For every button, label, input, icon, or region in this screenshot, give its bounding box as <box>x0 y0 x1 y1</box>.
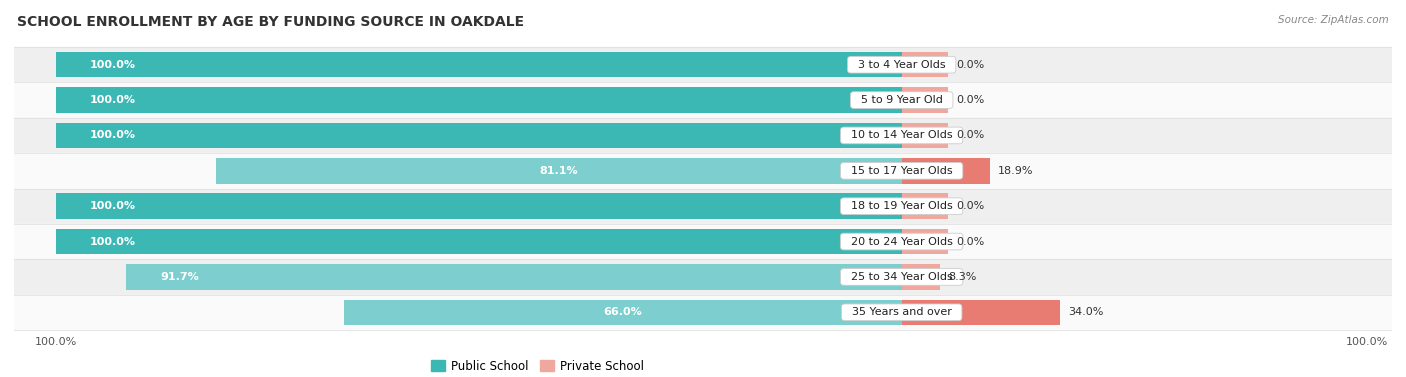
Text: 35 Years and over: 35 Years and over <box>845 307 959 317</box>
Text: 15 to 17 Year Olds: 15 to 17 Year Olds <box>844 166 959 176</box>
Text: 0.0%: 0.0% <box>956 236 984 247</box>
Bar <box>901 158 990 184</box>
Bar <box>14 118 1392 153</box>
Bar <box>56 123 901 148</box>
Text: 0.0%: 0.0% <box>956 130 984 141</box>
Text: 20 to 24 Year Olds: 20 to 24 Year Olds <box>844 236 959 247</box>
Text: 10 to 14 Year Olds: 10 to 14 Year Olds <box>844 130 959 141</box>
Bar <box>901 52 948 77</box>
Text: 0.0%: 0.0% <box>956 201 984 211</box>
Text: 100.0%: 100.0% <box>90 95 136 105</box>
Bar <box>14 83 1392 118</box>
Bar <box>901 229 948 254</box>
Text: SCHOOL ENROLLMENT BY AGE BY FUNDING SOURCE IN OAKDALE: SCHOOL ENROLLMENT BY AGE BY FUNDING SOUR… <box>17 15 524 29</box>
Text: 100.0%: 100.0% <box>90 60 136 70</box>
Bar <box>56 52 901 77</box>
Text: 3 to 4 Year Olds: 3 to 4 Year Olds <box>851 60 952 70</box>
Bar <box>14 188 1392 224</box>
Text: 81.1%: 81.1% <box>540 166 578 176</box>
Text: 100.0%: 100.0% <box>90 236 136 247</box>
Text: 0.0%: 0.0% <box>956 60 984 70</box>
Text: Source: ZipAtlas.com: Source: ZipAtlas.com <box>1278 15 1389 25</box>
Bar <box>56 87 901 113</box>
Text: 34.0%: 34.0% <box>1069 307 1104 317</box>
Text: 5 to 9 Year Old: 5 to 9 Year Old <box>853 95 949 105</box>
Bar <box>14 294 1392 330</box>
Text: 18 to 19 Year Olds: 18 to 19 Year Olds <box>844 201 959 211</box>
Legend: Public School, Private School: Public School, Private School <box>426 355 650 377</box>
Text: 100.0%: 100.0% <box>90 201 136 211</box>
Text: 18.9%: 18.9% <box>998 166 1033 176</box>
Text: 91.7%: 91.7% <box>160 272 200 282</box>
Bar <box>127 264 901 290</box>
Text: 0.0%: 0.0% <box>956 95 984 105</box>
Bar <box>14 153 1392 188</box>
Bar <box>343 300 901 325</box>
Text: 8.3%: 8.3% <box>949 272 977 282</box>
Bar <box>901 300 1060 325</box>
Bar <box>14 47 1392 83</box>
Bar <box>901 264 941 290</box>
Text: 100.0%: 100.0% <box>90 130 136 141</box>
Bar <box>14 259 1392 294</box>
Bar <box>14 224 1392 259</box>
Bar <box>56 229 901 254</box>
Bar <box>56 193 901 219</box>
Bar <box>901 193 948 219</box>
Bar <box>901 87 948 113</box>
Bar <box>217 158 901 184</box>
Text: 66.0%: 66.0% <box>603 307 643 317</box>
Text: 25 to 34 Year Olds: 25 to 34 Year Olds <box>844 272 959 282</box>
Bar <box>901 123 948 148</box>
